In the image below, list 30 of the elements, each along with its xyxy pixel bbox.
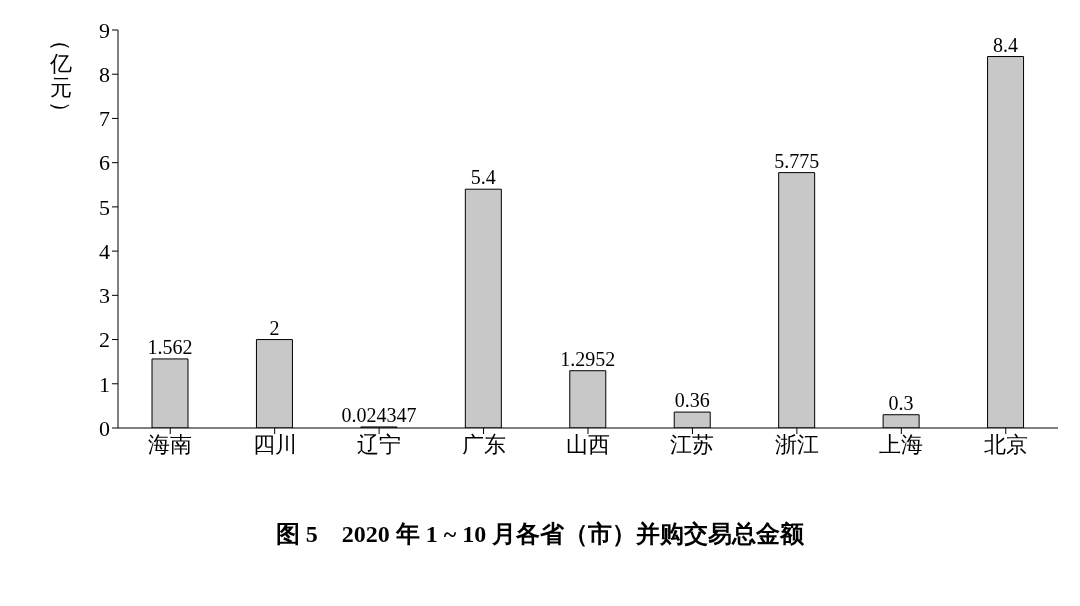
- x-tick-label: 上海: [879, 431, 924, 457]
- y-tick-label: 7: [99, 106, 110, 132]
- y-tick-label: 9: [99, 17, 110, 43]
- x-tick-label: 广东: [461, 431, 506, 457]
- x-tick-label: 海南: [148, 431, 193, 457]
- y-axis-title: （亿元）: [48, 28, 74, 125]
- data-label: 0.024347: [341, 403, 417, 426]
- y-tick-label: 1: [99, 371, 110, 397]
- y-tick-label: 6: [99, 150, 110, 176]
- data-label: 5.775: [774, 149, 820, 172]
- y-tick-label: 3: [99, 283, 110, 309]
- x-tick-label: 浙江: [774, 431, 819, 457]
- x-tick-label: 江苏: [670, 431, 715, 457]
- x-tick-label: 北京: [983, 431, 1028, 457]
- data-label: 1.2952: [560, 347, 616, 370]
- data-label: 5.4: [470, 166, 496, 189]
- y-tick-label: 2: [99, 327, 110, 353]
- x-tick-label: 辽宁: [357, 431, 402, 457]
- data-label: 0.36: [674, 389, 710, 412]
- data-label: 0.3: [888, 391, 914, 414]
- x-tick-label: 山西: [566, 431, 610, 457]
- x-tick-label: 四川: [252, 431, 297, 457]
- data-label: 2: [269, 316, 280, 339]
- y-tick-label: 8: [99, 62, 110, 88]
- y-tick-label: 5: [99, 194, 110, 220]
- data-label: 8.4: [993, 33, 1019, 56]
- data-label: 1.562: [147, 335, 193, 358]
- y-tick-label: 4: [99, 238, 110, 264]
- text: 图 5 2020 年 1 ~ 10 月各省（市）并购交易总金额: [274, 520, 806, 549]
- y-tick-label: 0: [99, 415, 110, 441]
